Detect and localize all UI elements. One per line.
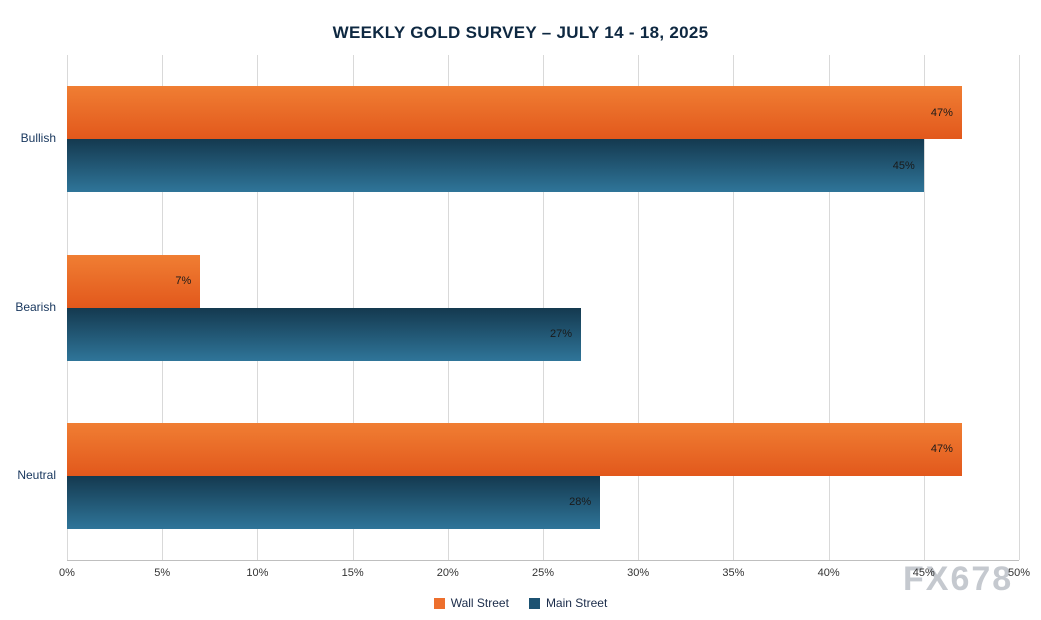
- chart-title: WEEKLY GOLD SURVEY – JULY 14 - 18, 2025: [332, 23, 709, 42]
- bar-wall-street-neutral: 47%: [67, 422, 962, 476]
- x-axis-tick-label: 25%: [531, 567, 555, 579]
- y-axis-label-neutral: Neutral: [17, 467, 56, 482]
- x-axis-tick-label: 0%: [59, 567, 75, 579]
- gridline: [828, 55, 830, 560]
- bar-main-street-bearish: 27%: [67, 307, 582, 361]
- plot-area: 47% 45% 7% 27% 47% 28%: [67, 55, 1020, 561]
- legend-item-wall-street: Wall Street: [433, 596, 509, 610]
- bar-main-street-bullish: 45%: [67, 139, 924, 193]
- y-axis-label-bearish: Bearish: [15, 299, 56, 314]
- bar-data-label: 45%: [892, 159, 915, 172]
- y-axis-label-bullish: Bullish: [20, 131, 56, 146]
- bar-wall-street-bearish: 7%: [67, 254, 201, 308]
- x-axis-tick-label: 35%: [722, 567, 745, 579]
- gridline: [1019, 55, 1020, 560]
- x-axis-tick-label: 10%: [246, 567, 269, 579]
- legend-label-main-street: Main Street: [545, 596, 608, 610]
- watermark: FX678: [903, 560, 1014, 598]
- bar-data-label: 28%: [569, 496, 592, 509]
- legend-label-wall-street: Wall Street: [450, 596, 509, 610]
- legend-item-main-street: Main Street: [528, 596, 608, 610]
- x-axis-tick-label: 50%: [1007, 567, 1031, 579]
- bar-wall-street-bullish: 47%: [67, 86, 962, 140]
- gridline: [638, 55, 640, 560]
- x-axis-tick-label: 15%: [341, 567, 364, 579]
- bar-data-label: 27%: [550, 328, 573, 340]
- legend: Wall Street Main Street: [0, 596, 1041, 610]
- x-axis-tick-label: 20%: [436, 567, 459, 579]
- gridline: [923, 55, 925, 560]
- bar-data-label: 47%: [930, 106, 953, 119]
- legend-swatch-wall-street: [433, 597, 445, 609]
- legend-swatch-main-street: [528, 597, 540, 609]
- bar-main-street-neutral: 28%: [67, 475, 601, 529]
- x-axis-tick-label: 45%: [912, 567, 935, 579]
- bar-data-label: 47%: [930, 443, 953, 456]
- bar-data-label: 7%: [175, 275, 192, 287]
- x-axis-tick-label: 40%: [817, 567, 840, 579]
- gridline: [733, 55, 735, 560]
- x-axis-tick-label: 5%: [154, 567, 171, 579]
- x-axis-tick-label: 30%: [627, 567, 650, 579]
